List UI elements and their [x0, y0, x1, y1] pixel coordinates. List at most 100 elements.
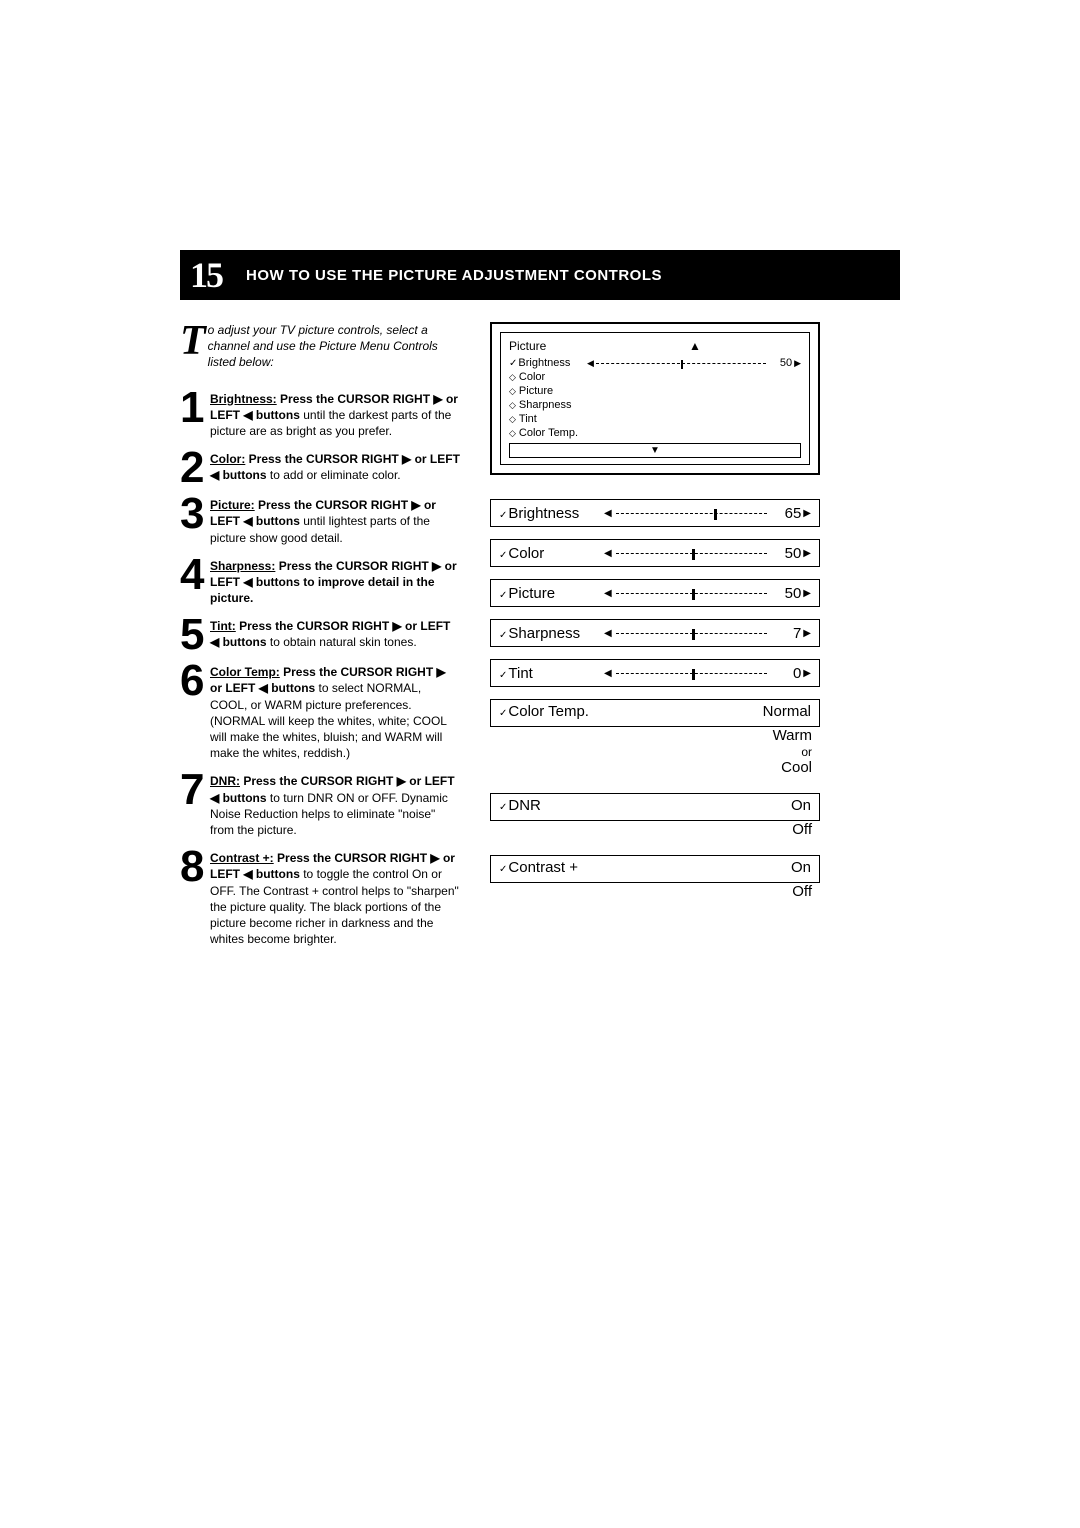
step-row: 8Contrast +: Press the CURSOR RIGHT ▶ or…	[180, 850, 460, 947]
result-slider-value: 7	[773, 625, 801, 642]
right-arrow-icon: ▶	[803, 628, 811, 639]
result-dnr-value: On	[629, 797, 811, 817]
step-row: 6Color Temp: Press the CURSOR RIGHT ▶ or…	[180, 664, 460, 761]
result-colortemp-value: Normal	[629, 703, 811, 723]
osd-down-box: ▼	[509, 443, 801, 458]
result-colortemp-stack: ✓Color Temp. Normal Warm or Cool	[490, 699, 820, 777]
result-contrast-value: On	[629, 859, 811, 879]
step-body: DNR: Press the CURSOR RIGHT ▶ or LEFT ◀ …	[210, 773, 460, 838]
step-number: 4	[180, 558, 210, 592]
result-dnr-stack: ✓DNR On Off	[490, 793, 820, 839]
intro-dropcap: T	[180, 326, 206, 356]
osd-menu-title: Picture	[509, 339, 589, 353]
step-number: 6	[180, 664, 210, 698]
step-row: 2Color: Press the CURSOR RIGHT ▶ or LEFT…	[180, 451, 460, 485]
slider-handle	[692, 589, 695, 600]
step-body: Color Temp: Press the CURSOR RIGHT ▶ or …	[210, 664, 460, 761]
result-colortemp-label: Color Temp.	[508, 703, 589, 720]
osd-item-label: ◇Color Temp.	[509, 427, 587, 439]
steps-list: 1Brightness: Press the CURSOR RIGHT ▶ or…	[180, 391, 460, 948]
result-slider-value: 0	[773, 665, 801, 682]
result-contrast-stack: ✓Contrast + On Off	[490, 855, 820, 901]
right-arrow-icon: ▶	[794, 358, 801, 369]
result-slider-value: 65	[773, 505, 801, 522]
right-column: Picture ▲ ✓Brightness ◀ 50 ▶ ◇Color◇Pict	[490, 322, 820, 959]
result-colortemp-sub2: Cool	[490, 759, 820, 777]
osd-brightness-value: 50	[770, 357, 792, 369]
osd-item-list: ◇Color◇Picture◇Sharpness◇Tint◇Color Temp…	[509, 371, 801, 439]
osd-menu-inner: Picture ▲ ✓Brightness ◀ 50 ▶ ◇Color◇Pict	[500, 332, 810, 465]
step-body: Picture: Press the CURSOR RIGHT ▶ or LEF…	[210, 497, 460, 546]
step-row: 3Picture: Press the CURSOR RIGHT ▶ or LE…	[180, 497, 460, 546]
result-slider-row: ✓Picture◀50▶	[490, 579, 820, 607]
result-colortemp-sub1: Warm	[490, 727, 820, 745]
result-dnr-sub: Off	[490, 821, 820, 839]
result-slider-label: ✓Sharpness	[499, 625, 604, 642]
osd-brightness-label: ✓Brightness	[509, 357, 587, 369]
step-number: 7	[180, 773, 210, 807]
step-body: Color: Press the CURSOR RIGHT ▶ or LEFT …	[210, 451, 460, 483]
osd-item: ◇Sharpness	[509, 399, 801, 411]
result-slider: ◀ 50▶	[604, 545, 811, 562]
osd-item: ◇Picture	[509, 385, 801, 397]
step-label: DNR:	[210, 774, 240, 788]
step-row: 5Tint: Press the CURSOR RIGHT ▶ or LEFT …	[180, 618, 460, 652]
result-slider: ◀ 0▶	[604, 665, 811, 682]
result-slider: ◀65▶	[604, 505, 811, 522]
chapter-number: 15	[180, 250, 232, 300]
slider-handle	[714, 509, 717, 520]
right-arrow-icon: ▶	[803, 668, 811, 679]
step-body: Tint: Press the CURSOR RIGHT ▶ or LEFT ◀…	[210, 618, 460, 650]
osd-item: ◇Tint	[509, 413, 801, 425]
result-dnr-row: ✓DNR On	[490, 793, 820, 821]
page-content: To adjust your TV picture controls, sele…	[180, 322, 900, 959]
step-number: 3	[180, 497, 210, 531]
step-rest: to add or eliminate color.	[267, 468, 401, 482]
step-body: Brightness: Press the CURSOR RIGHT ▶ or …	[210, 391, 460, 440]
result-contrast-label: Contrast +	[508, 859, 578, 876]
step-label: Tint:	[210, 619, 236, 633]
step-label: Picture:	[210, 498, 255, 512]
result-sliders-list: ✓Brightness◀65▶✓Color◀50▶✓Picture◀50▶✓Sh…	[490, 499, 820, 687]
left-arrow-icon: ◀	[604, 588, 612, 599]
result-slider-label: ✓Color	[499, 545, 604, 562]
slider-handle	[692, 549, 695, 560]
result-slider-row: ✓Tint◀0▶	[490, 659, 820, 687]
left-arrow-icon: ◀	[604, 548, 612, 559]
left-arrow-icon: ◀	[604, 668, 612, 679]
osd-brightness-slider: ◀ 50 ▶	[587, 357, 801, 369]
osd-item-label: ◇Tint	[509, 413, 587, 425]
osd-row-selected: ✓Brightness ◀ 50 ▶	[509, 357, 801, 369]
step-row: 7DNR: Press the CURSOR RIGHT ▶ or LEFT ◀…	[180, 773, 460, 838]
step-label: Color:	[210, 452, 245, 466]
step-number: 2	[180, 451, 210, 485]
right-arrow-icon: ▶	[803, 588, 811, 599]
result-contrast-sub: Off	[490, 883, 820, 901]
right-arrow-icon: ▶	[803, 548, 811, 559]
osd-item-label: ◇Picture	[509, 385, 587, 397]
osd-brightness-handle	[681, 360, 683, 369]
result-contrast-row: ✓Contrast + On	[490, 855, 820, 883]
result-colortemp-row: ✓Color Temp. Normal	[490, 699, 820, 727]
intro-text: To adjust your TV picture controls, sele…	[180, 322, 460, 371]
right-arrow-icon: ▶	[803, 508, 811, 519]
step-label: Brightness:	[210, 392, 277, 406]
step-row: 1Brightness: Press the CURSOR RIGHT ▶ or…	[180, 391, 460, 440]
osd-title-row: Picture ▲	[509, 339, 801, 353]
result-slider: ◀50▶	[604, 585, 811, 602]
osd-item: ◇Color Temp.	[509, 427, 801, 439]
step-number: 1	[180, 391, 210, 425]
result-colortemp-or: or	[490, 745, 820, 759]
result-slider-value: 50	[773, 545, 801, 562]
chapter-header: 15 HOW TO USE THE PICTURE ADJUSTMENT CON…	[180, 250, 900, 300]
step-label: Sharpness:	[210, 559, 275, 573]
result-slider-label: ✓Brightness	[499, 505, 604, 522]
step-body: Contrast +: Press the CURSOR RIGHT ▶ or …	[210, 850, 460, 947]
step-number: 8	[180, 850, 210, 884]
result-slider-row: ✓Color◀ 50▶	[490, 539, 820, 567]
osd-menu: Picture ▲ ✓Brightness ◀ 50 ▶ ◇Color◇Pict	[490, 322, 820, 475]
left-arrow-icon: ◀	[604, 628, 612, 639]
intro-body: o adjust your TV picture controls, selec…	[208, 323, 438, 369]
slider-handle	[692, 629, 695, 640]
result-slider-row: ✓Sharpness◀ 7▶	[490, 619, 820, 647]
